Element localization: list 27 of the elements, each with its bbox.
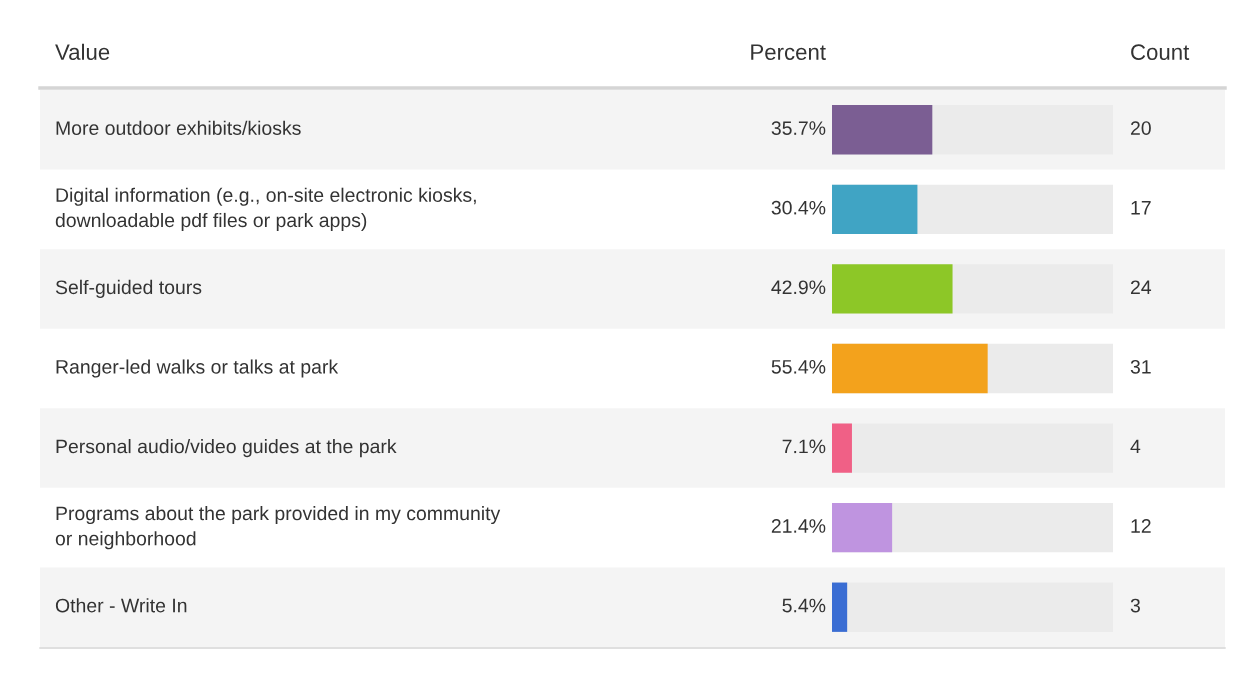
y-tick-label: Self-guided tours [55, 279, 202, 298]
text: Count [1131, 44, 1190, 60]
y-tick-label: Personal audio/video guides at the park [56, 439, 397, 458]
data-label: 55.4% [771, 360, 826, 374]
y-tick-label: More outdoor exhibits/kiosks [56, 120, 301, 136]
text: 24 [1130, 280, 1152, 294]
text: 12 [1131, 519, 1151, 533]
y-tick-label: Other - Write In [55, 598, 187, 613]
y-tick-label: Ranger-led walks or talks at park [56, 359, 339, 378]
y-tick-label: Digital information (e.g., on-site electronic kiosks, downloadable pdf files or park apps) [55, 187, 476, 232]
bar [832, 502, 893, 553]
y-tick-label: Programs about the park provided in my community or neighborhood [55, 505, 501, 550]
data-label: 5.4% [782, 598, 826, 613]
data-label: 30.4% [771, 200, 826, 215]
text: 20 [1130, 121, 1151, 136]
text: Value [55, 43, 110, 60]
data-label: 42.9% [771, 280, 826, 295]
data-label: 35.7% [771, 121, 826, 136]
bar [832, 423, 852, 473]
text: Percent [751, 44, 826, 60]
text: 31 [1130, 359, 1151, 374]
text: 4 [1130, 439, 1141, 454]
data-label: 7.1% [782, 439, 826, 454]
bar [832, 582, 848, 632]
text: 17 [1131, 201, 1151, 215]
data-label: 21.4% [771, 519, 826, 533]
text: 3 [1130, 598, 1140, 613]
